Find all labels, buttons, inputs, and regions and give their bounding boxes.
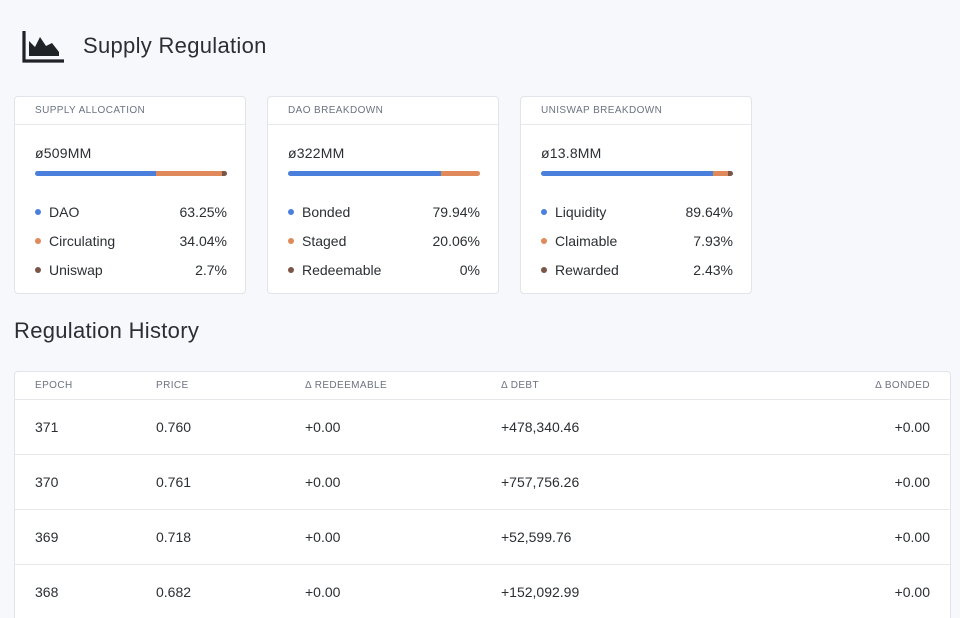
list-item: Liquidity 89.64%: [541, 197, 733, 226]
list-item: Rewarded 2.43%: [541, 255, 733, 284]
brown-dot-icon: [541, 266, 547, 273]
list-item: Bonded 79.94%: [288, 197, 480, 226]
card-title: DAO BREAKDOWN: [268, 97, 498, 125]
item-value: 79.94%: [432, 203, 480, 220]
column-header-epoch: EPOCH: [35, 380, 73, 391]
table-header: EPOCH PRICE Δ REDEEMABLE Δ DEBT Δ BONDED: [15, 372, 950, 400]
item-label: Uniswap: [49, 261, 103, 278]
cell-price: 0.682: [156, 584, 192, 600]
cell-price: 0.718: [156, 529, 192, 545]
list-item: Claimable 7.93%: [541, 226, 733, 255]
allocation-bar: [288, 171, 480, 176]
cell-debt: +478,340.46: [501, 419, 580, 435]
cell-price: 0.760: [156, 419, 192, 435]
page-header: Supply Regulation: [22, 28, 267, 64]
allocation-bar: [35, 171, 227, 176]
item-value: 34.04%: [179, 232, 227, 249]
cell-bonded: +0.00: [894, 419, 930, 435]
cell-debt: +52,599.76: [501, 529, 572, 545]
list-item: DAO 63.25%: [35, 197, 227, 226]
blue-dot-icon: [288, 208, 294, 215]
bar-segment-claimable: [713, 171, 729, 176]
cell-redeemable: +0.00: [305, 474, 341, 490]
allocation-bar: [541, 171, 733, 176]
table-row: 371 0.760 +0.00 +478,340.46 +0.00: [15, 400, 950, 455]
cell-price: 0.761: [156, 474, 192, 490]
bar-segment-circulating: [156, 171, 222, 176]
cell-debt: +152,092.99: [501, 584, 580, 600]
uniswap-breakdown-card: UNISWAP BREAKDOWN ø13.8MM Liquidity 89.6…: [520, 96, 752, 294]
orange-dot-icon: [541, 237, 547, 244]
card-title: UNISWAP BREAKDOWN: [521, 97, 751, 125]
bar-segment-uniswap: [221, 171, 227, 176]
list-item: Circulating 34.04%: [35, 226, 227, 255]
bar-segment-dao: [35, 171, 157, 176]
card-total: ø509MM: [35, 145, 92, 161]
bar-segment-bonded: [288, 171, 442, 176]
item-value: 63.25%: [179, 203, 227, 220]
table-row: 370 0.761 +0.00 +757,756.26 +0.00: [15, 455, 950, 510]
table-row: 368 0.682 +0.00 +152,092.99 +0.00: [15, 565, 950, 618]
column-header-bonded: Δ BONDED: [875, 380, 930, 391]
blue-dot-icon: [541, 208, 547, 215]
cell-redeemable: +0.00: [305, 419, 341, 435]
card-total: ø322MM: [288, 145, 345, 161]
column-header-redeemable: Δ REDEEMABLE: [305, 380, 388, 391]
dao-breakdown-card: DAO BREAKDOWN ø322MM Bonded 79.94% Stage…: [267, 96, 499, 294]
list-item: Redeemable 0%: [288, 255, 480, 284]
item-value: 0%: [459, 261, 480, 278]
cell-debt: +757,756.26: [501, 474, 580, 490]
cell-redeemable: +0.00: [305, 584, 341, 600]
cell-epoch: 370: [35, 474, 59, 490]
item-value: 89.64%: [685, 203, 733, 220]
cell-bonded: +0.00: [894, 474, 930, 490]
item-value: 20.06%: [432, 232, 480, 249]
bar-segment-staged: [441, 171, 480, 176]
bar-segment-liquidity: [541, 171, 714, 176]
cell-epoch: 371: [35, 419, 59, 435]
item-label: Liquidity: [555, 203, 607, 220]
page-title: Supply Regulation: [83, 33, 267, 58]
item-label: Claimable: [555, 232, 618, 249]
item-label: Bonded: [302, 203, 351, 220]
cell-epoch: 368: [35, 584, 59, 600]
regulation-history-table: EPOCH PRICE Δ REDEEMABLE Δ DEBT Δ BONDED…: [14, 371, 951, 618]
section-title: Regulation History: [14, 318, 200, 343]
item-label: Staged: [302, 232, 347, 249]
item-label: Rewarded: [555, 261, 619, 278]
item-label: Circulating: [49, 232, 116, 249]
blue-dot-icon: [35, 208, 41, 215]
item-label: Redeemable: [302, 261, 382, 278]
orange-dot-icon: [288, 237, 294, 244]
supply-allocation-card: SUPPLY ALLOCATION ø509MM DAO 63.25% Circ…: [14, 96, 246, 294]
card-title: SUPPLY ALLOCATION: [15, 97, 245, 125]
item-value: 2.7%: [195, 261, 227, 278]
cell-bonded: +0.00: [894, 529, 930, 545]
column-header-price: PRICE: [156, 380, 189, 391]
cell-redeemable: +0.00: [305, 529, 341, 545]
item-value: 7.93%: [693, 232, 733, 249]
brown-dot-icon: [288, 266, 294, 273]
bar-segment-rewarded: [728, 171, 733, 176]
brown-dot-icon: [35, 266, 41, 273]
card-total: ø13.8MM: [541, 145, 602, 161]
area-chart-icon: [22, 31, 64, 63]
table-row: 369 0.718 +0.00 +52,599.76 +0.00: [15, 510, 950, 565]
column-header-debt: Δ DEBT: [501, 380, 539, 391]
cell-epoch: 369: [35, 529, 59, 545]
cell-bonded: +0.00: [894, 584, 930, 600]
item-value: 2.43%: [693, 261, 733, 278]
orange-dot-icon: [35, 237, 41, 244]
list-item: Staged 20.06%: [288, 226, 480, 255]
item-label: DAO: [49, 203, 80, 220]
list-item: Uniswap 2.7%: [35, 255, 227, 284]
